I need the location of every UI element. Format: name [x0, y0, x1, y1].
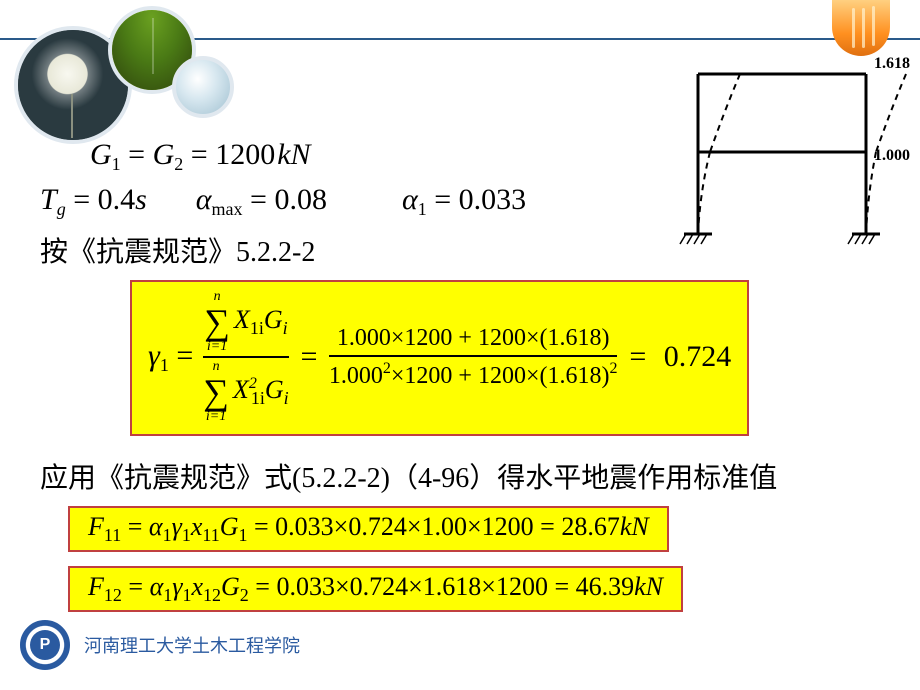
eq-params: Tg = 0.4s αmax = 0.08 α1 = 0.033 [40, 183, 880, 220]
f11-box: F11 = α1γ1x11G1 = 0.033×0.724×1.00×1200 … [68, 506, 669, 552]
footer: P 河南理工大学土木工程学院 [20, 620, 900, 670]
droplet-photo [172, 56, 234, 118]
f12-box: F12 = α1γ1x12G2 = 0.033×0.724×1.618×1200… [68, 566, 683, 612]
corner-ornament [832, 0, 890, 56]
text-reference-1: 按《抗震规范》5.2.2-2 [40, 230, 880, 270]
eq-masses: G1 = G2 = 1200kN [90, 138, 880, 175]
diagram-label-top: 1.618 [874, 55, 910, 72]
text-reference-2: 应用《抗震规范》式(5.2.2-2)（4-96）得水平地震作用标准值 [40, 456, 880, 496]
gamma-formula-box: γ1 = n∑i=1 X1iGi n∑i=1 X21iGi = 1.000×12… [130, 280, 749, 436]
footer-text: 河南理工大学土木工程学院 [84, 632, 300, 658]
university-logo: P [20, 620, 70, 670]
slide-content: G1 = G2 = 1200kN Tg = 0.4s αmax = 0.08 α… [40, 132, 880, 620]
